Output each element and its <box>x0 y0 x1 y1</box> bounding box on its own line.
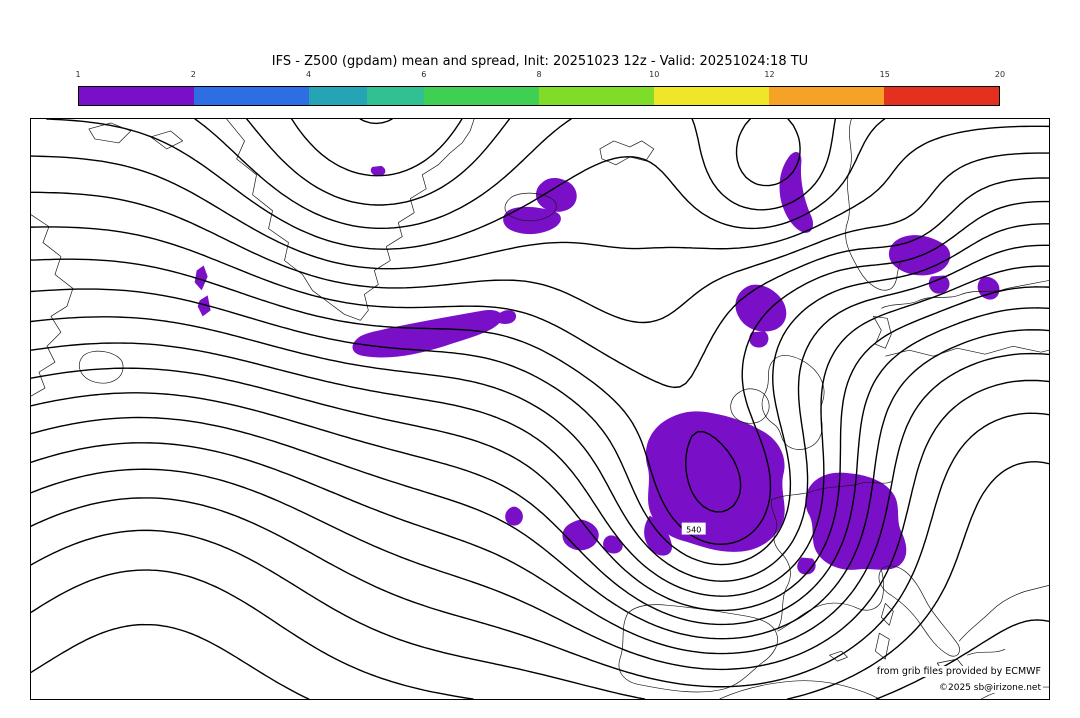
spread-area <box>603 535 623 554</box>
spread-area <box>735 284 787 332</box>
colorbar-tick-label: 6 <box>421 70 427 79</box>
spread-area <box>644 515 672 556</box>
spread-area <box>645 411 785 552</box>
contour-line <box>359 119 393 125</box>
colorbar-tick-label: 15 <box>879 70 890 79</box>
spread-area <box>779 151 814 233</box>
map-panel: 540 from grib files provided by ECMWF ©2… <box>30 118 1050 700</box>
coastline <box>845 119 902 291</box>
map-svg: 540 <box>31 119 1049 699</box>
colorbar-tick-label: 12 <box>764 70 775 79</box>
colorbar-segment <box>79 87 194 105</box>
contour-line <box>46 119 886 250</box>
coastline <box>31 214 74 397</box>
coastline <box>226 119 475 321</box>
coastline <box>88 122 132 144</box>
coastline <box>777 569 884 632</box>
coastline <box>761 355 825 450</box>
spread-area <box>197 295 211 317</box>
contour-line <box>31 461 1049 699</box>
spread-area <box>505 506 523 526</box>
coastline <box>885 345 1049 357</box>
coastline <box>874 632 890 660</box>
colorbar-tick-label: 1 <box>75 70 81 79</box>
coastline <box>771 481 892 630</box>
colorbar-tick-label: 10 <box>649 70 660 79</box>
contour-line <box>31 223 1049 566</box>
coastline <box>730 388 770 424</box>
coastline <box>150 130 184 150</box>
spread-area <box>797 557 816 575</box>
contour-line <box>31 265 1049 597</box>
coastline <box>967 648 1006 656</box>
coastline <box>881 280 1049 309</box>
coastline <box>79 350 124 384</box>
spread-area <box>562 519 599 551</box>
spread-area <box>749 331 769 348</box>
colorbar-segment <box>194 87 309 105</box>
coastline <box>958 585 1049 642</box>
spread-area <box>194 265 208 291</box>
colorbar-ticks: 1 2 4 6 8 10 12 15 20 <box>75 70 1005 82</box>
contour-line <box>31 200 1049 546</box>
contour-label-box <box>681 522 706 535</box>
contour-line <box>31 623 310 699</box>
colorbar-tick-label: 8 <box>536 70 542 79</box>
attribution-copyright: ©2025 sb@irizone.net <box>937 683 1043 693</box>
colorbar-segment <box>884 87 999 105</box>
contour-line <box>31 412 1049 688</box>
coastline <box>719 680 880 699</box>
spread-area <box>977 276 1000 300</box>
contour-line <box>31 352 1049 655</box>
colorbar-tick-label: 4 <box>305 70 312 79</box>
colorbar-segment <box>424 87 539 105</box>
coastline <box>618 604 778 693</box>
contour-line <box>31 125 1049 270</box>
chart-title: IFS - Z500 (gpdam) mean and spread, Init… <box>271 54 809 69</box>
colorbar-tick-label: 20 <box>994 70 1006 79</box>
spread-area <box>370 165 386 176</box>
contour-label: 540 <box>686 526 701 535</box>
contour-line <box>31 329 1049 640</box>
contour-line <box>31 569 1049 699</box>
contour-line <box>31 379 1049 671</box>
coastline <box>878 565 960 657</box>
colorbar <box>78 86 1000 106</box>
colorbar-segment <box>769 87 884 105</box>
contour-line <box>31 286 1049 612</box>
spread-area <box>536 178 577 212</box>
contour-line <box>31 152 1049 324</box>
spread-area <box>928 275 950 294</box>
contour-line <box>246 119 801 206</box>
contour-line <box>31 244 1049 582</box>
attribution-source: from grib files provided by ECMWF <box>874 666 1043 677</box>
contour-line <box>31 177 1049 513</box>
contour-line <box>290 119 463 177</box>
spread-area <box>496 310 517 325</box>
coastline <box>504 192 557 222</box>
spread-area <box>805 472 907 570</box>
colorbar-segment <box>309 87 367 105</box>
coastline <box>872 315 892 349</box>
colorbar-segment <box>539 87 654 105</box>
colorbar-tick-label: 2 <box>190 70 196 79</box>
colorbar-segment <box>654 87 769 105</box>
contour-line <box>31 307 1049 626</box>
contour-line <box>194 119 837 230</box>
spread-area <box>352 309 503 358</box>
colorbar-segment <box>366 87 424 105</box>
coastline <box>599 140 655 166</box>
coastline <box>880 602 894 626</box>
